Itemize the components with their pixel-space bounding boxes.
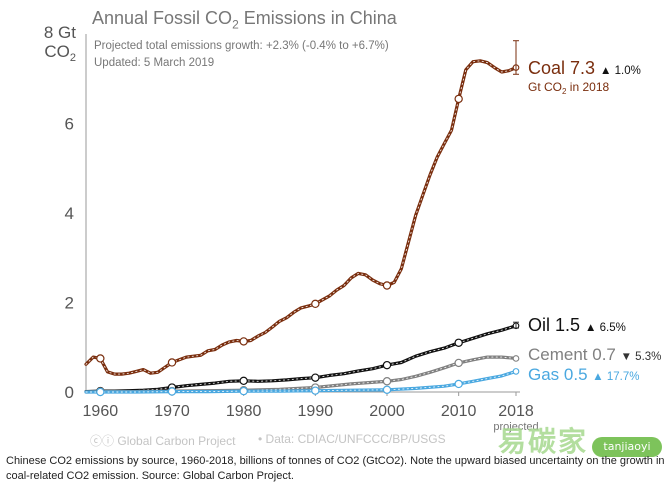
oil-label: Oil 1.5 ▲ 6.5% <box>528 315 626 335</box>
cement-label: Cement 0.7 ▼ 5.3% <box>528 345 661 364</box>
x-tick-label: 2018 <box>498 403 534 420</box>
y-tick-label: 6 <box>65 115 74 134</box>
credit-gcp: ⓒⓘ Global Carbon Project <box>90 432 235 449</box>
growth-note: Projected total emissions growth: +2.3% … <box>94 40 389 52</box>
x-tick-label: 1980 <box>226 403 262 420</box>
cement-point-2010 <box>454 358 463 368</box>
oil-series-line <box>84 324 518 394</box>
chart-axes: 0 2 4 6 8 GtCO2 1960 1970 1980 1990 2000 2010 2018p… <box>44 23 539 433</box>
chart-title: Annual Fossil CO2 Emissions in China <box>92 8 397 32</box>
x-tick-label: 1970 <box>154 403 190 420</box>
x-tick-label: 2000 <box>369 403 405 420</box>
oil-point-2010 <box>454 338 463 347</box>
gas-point-2018 <box>512 368 520 375</box>
y-axis-label-unit: CO2 <box>44 42 76 64</box>
x-projected-label: projected <box>493 421 538 433</box>
coal-point-1970 <box>167 358 177 367</box>
y-tick-label: 2 <box>65 294 74 313</box>
y-axis-label-top: 8 Gt <box>44 23 76 42</box>
oil-point-2000 <box>382 360 392 370</box>
updated-note: Updated: 5 March 2019 <box>94 57 215 69</box>
cement-point-2000 <box>382 377 392 386</box>
gas-series-dots <box>85 370 517 393</box>
gas-label: Gas 0.5 ▲ 17.7% <box>528 365 639 384</box>
coal-point-2000 <box>382 281 392 290</box>
credit-data: • Data: CDIAC/UNFCCC/BP/USGS <box>258 432 446 446</box>
credit-gcp-label: Global Carbon Project <box>117 434 236 448</box>
cement-point-2018 <box>512 355 520 362</box>
coal-point-1960 <box>96 354 105 363</box>
cc-license-icon: ⓒⓘ <box>90 434 115 448</box>
gas-point-1970 <box>167 387 177 396</box>
oil-series-dots <box>85 325 517 393</box>
credit-data-label: Data: CDIAC/UNFCCC/BP/USGS <box>265 432 446 446</box>
watermark-logo: 易碳家 <box>498 425 589 458</box>
gas-point-1990 <box>311 386 320 395</box>
y-tick-label: 4 <box>65 204 74 223</box>
gas-point-2000 <box>382 385 392 394</box>
bullet-icon: • <box>258 432 263 446</box>
gas-point-1980 <box>239 386 248 396</box>
x-tick-label: 1960 <box>83 403 119 420</box>
figure-caption: Chinese CO2 emissions by source, 1960-20… <box>6 455 665 482</box>
y-tick-label: 0 <box>65 383 74 402</box>
watermark-badge: tanjiaoyi <box>592 437 662 457</box>
coal-series-line <box>84 59 518 376</box>
coal-point-2010 <box>454 94 463 104</box>
coal-unit-label: Gt CO2 in 2018 <box>528 80 609 96</box>
coal-point-1980 <box>239 337 248 346</box>
x-tick-label: 2010 <box>441 403 477 420</box>
gas-point-2010 <box>454 379 463 389</box>
oil-point-1980 <box>239 376 248 386</box>
coal-point-1990 <box>311 299 320 309</box>
series-lines <box>84 59 518 394</box>
oil-point-1990 <box>311 373 320 382</box>
x-tick-label: 1990 <box>298 403 334 420</box>
coal-label: Coal 7.3 ▲ 1.0% <box>528 58 641 78</box>
coal-series-dots <box>85 60 517 375</box>
series-markers <box>96 40 520 397</box>
gas-point-1960 <box>96 387 105 397</box>
series-labels: Coal 7.3 ▲ 1.0% Oil 1.5 ▲ 6.5% Cement 0.7 … <box>528 58 661 384</box>
